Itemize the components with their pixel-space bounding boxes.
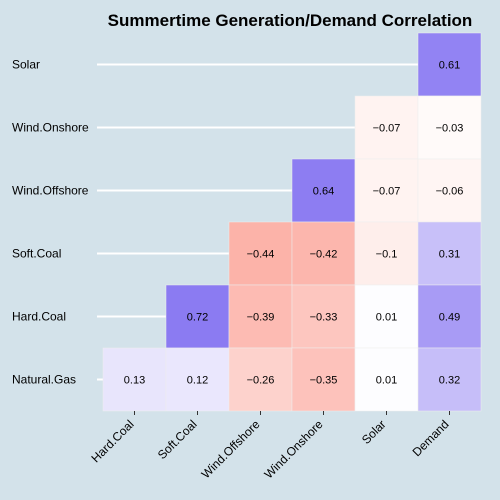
cell-value-label: 0.61 — [439, 60, 460, 72]
heatmap-cell — [291, 158, 356, 223]
y-tick-label: Soft.Coal — [12, 247, 61, 261]
heatmap-cell — [165, 347, 230, 412]
cell-value-label: 0.49 — [439, 312, 460, 324]
cell-value-label: −0.1 — [376, 249, 398, 261]
cell-value-label: −0.44 — [247, 249, 275, 261]
cell-value-label: 0.13 — [124, 375, 145, 387]
cell-value-label: −0.39 — [247, 312, 275, 324]
cell-value-label: 0.72 — [187, 312, 208, 324]
x-tick-labels: Hard.Coal Soft.Coal Wind.OffshoreWind.Onsh… — [89, 411, 452, 481]
cell-value-label: −0.07 — [373, 123, 401, 135]
heatmap-cell — [291, 221, 356, 286]
cell-value-label: −0.07 — [373, 186, 401, 198]
cell-value-label: −0.33 — [310, 312, 338, 324]
cell-value-label: 0.32 — [439, 375, 460, 387]
cell-value-label: 0.31 — [439, 249, 460, 261]
x-tick-label: Solar — [359, 417, 389, 447]
cell-value-label: −0.42 — [310, 249, 338, 261]
cell-value-label: −0.03 — [436, 123, 464, 135]
cell-value-label: −0.35 — [310, 375, 338, 387]
cell-value-label: 0.01 — [376, 312, 397, 324]
heatmap-cell — [354, 158, 419, 223]
y-tick-labels: Solar Wind.Onshore Wind.Offshore Soft.Coal H… — [12, 58, 89, 387]
heatmap-cell — [417, 221, 482, 286]
heatmap-cell — [228, 347, 293, 412]
heatmap-cell — [354, 284, 419, 349]
heatmap-cell — [417, 158, 482, 223]
heatmap-cell — [354, 347, 419, 412]
y-tick-label: Solar — [12, 58, 40, 72]
cell-value-label: −0.06 — [436, 186, 464, 198]
y-tick-label: Hard.Coal — [12, 310, 66, 324]
cell-value-label: 0.12 — [187, 375, 208, 387]
cell-value-label: −0.26 — [247, 375, 275, 387]
y-tick-label: Wind.Offshore — [12, 184, 89, 198]
x-tick-label: Hard.Coal — [89, 417, 137, 465]
x-tick-label: Soft.Coal — [155, 417, 200, 462]
heatmap-cells: 0.61 −0.07 −0.03 0.64 −0.07 −0.06 −0.44 −0.42 −0… — [102, 32, 482, 412]
heatmap-cell — [417, 347, 482, 412]
y-tick-label: Wind.Onshore — [12, 121, 89, 135]
heatmap-cell — [165, 284, 230, 349]
x-tick-label: Wind.Onshore — [261, 417, 325, 481]
x-tick-label: Demand — [410, 417, 452, 459]
cell-value-label: 0.01 — [376, 375, 397, 387]
chart-title: Summertime Generation/Demand Correlation — [108, 11, 473, 30]
heatmap-cell — [417, 95, 482, 160]
heatmap-cell — [228, 221, 293, 286]
heatmap-cell — [417, 284, 482, 349]
heatmap-cell — [228, 284, 293, 349]
x-tick-label: Wind.Offshore — [199, 417, 263, 481]
cell-value-label: 0.64 — [313, 186, 334, 198]
heatmap-cell — [291, 284, 356, 349]
y-tick-label: Natural.Gas — [12, 373, 76, 387]
